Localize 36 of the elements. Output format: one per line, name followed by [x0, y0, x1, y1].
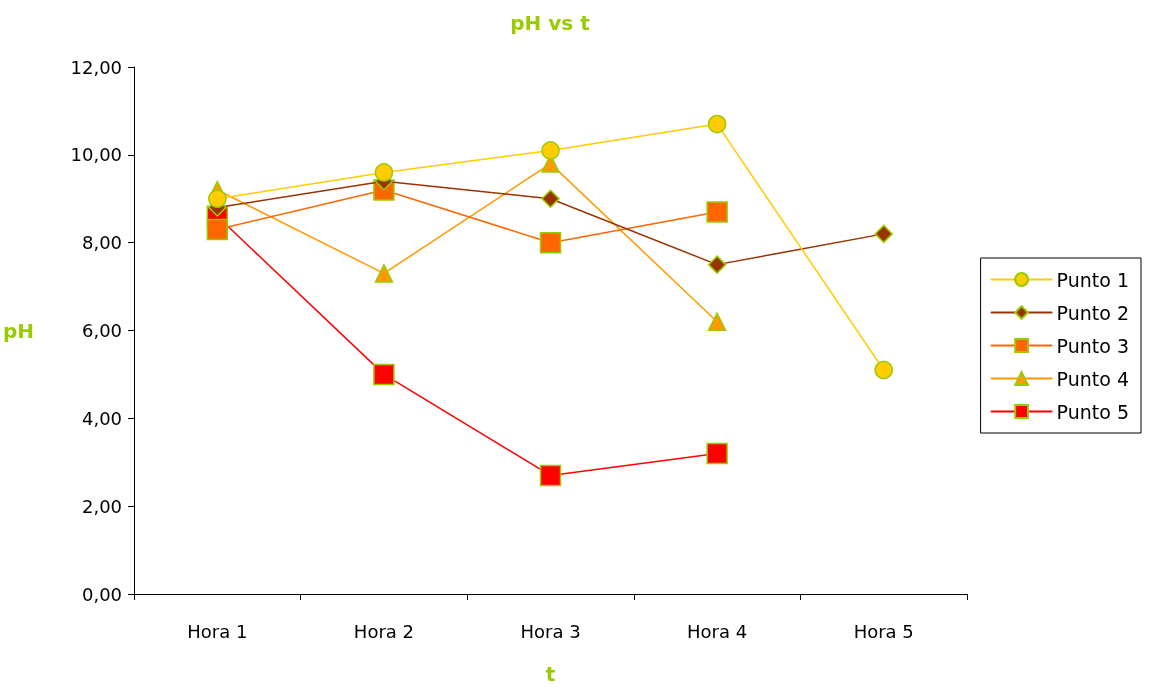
y-tick-label: 2,00	[81, 495, 123, 517]
legend-label: Punto 2	[1056, 301, 1130, 324]
point	[706, 442, 728, 465]
x-tick-label: Hora 3	[520, 620, 581, 642]
point	[707, 114, 727, 134]
point	[706, 201, 728, 223]
point	[874, 224, 893, 244]
x-tick-label: Hora 5	[853, 620, 914, 642]
y-tick-label: 8,00	[81, 232, 123, 254]
legend-label: Punto 3	[1056, 334, 1130, 357]
y-tick-label: 10,00	[70, 144, 123, 166]
point	[541, 141, 560, 160]
point	[539, 464, 562, 487]
x-axis-title: t	[545, 662, 556, 686]
chart-title: pH vs t	[510, 11, 591, 35]
y-axis-title: pH	[2, 318, 35, 343]
point	[707, 255, 727, 274]
legend-label: Punto 1	[1056, 268, 1130, 291]
point	[874, 360, 893, 380]
x-tick-label: Hora 4	[687, 620, 748, 642]
x-tick-label: Hora 2	[353, 620, 415, 642]
point	[541, 189, 560, 208]
x-tick-label: Hora 1	[187, 620, 248, 642]
point	[206, 218, 229, 241]
y-tick-label: 4,00	[81, 407, 123, 429]
point	[374, 264, 394, 283]
legend-label: Punto 5	[1056, 400, 1130, 423]
y-tick-label: 0,00	[81, 583, 123, 605]
point	[208, 189, 227, 208]
legend-label: Punto 4	[1056, 367, 1130, 390]
point	[374, 163, 394, 182]
point	[707, 312, 727, 331]
y-tick-label: 6,00	[81, 320, 123, 341]
point	[539, 231, 562, 254]
point	[373, 363, 395, 386]
y-tick-label: 12,00	[70, 56, 123, 78]
